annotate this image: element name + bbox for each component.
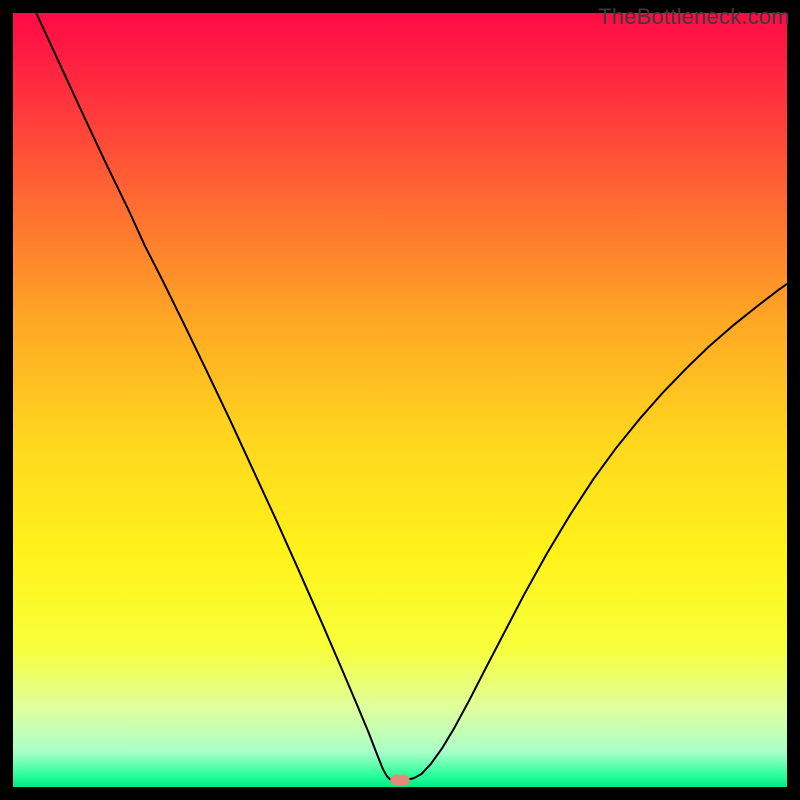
bottleneck-chart [0, 0, 800, 800]
chart-frame: TheBottleneck.com [0, 0, 800, 800]
optimal-marker [390, 775, 409, 786]
watermark-text: TheBottleneck.com [598, 4, 790, 30]
gradient-background [13, 13, 787, 787]
